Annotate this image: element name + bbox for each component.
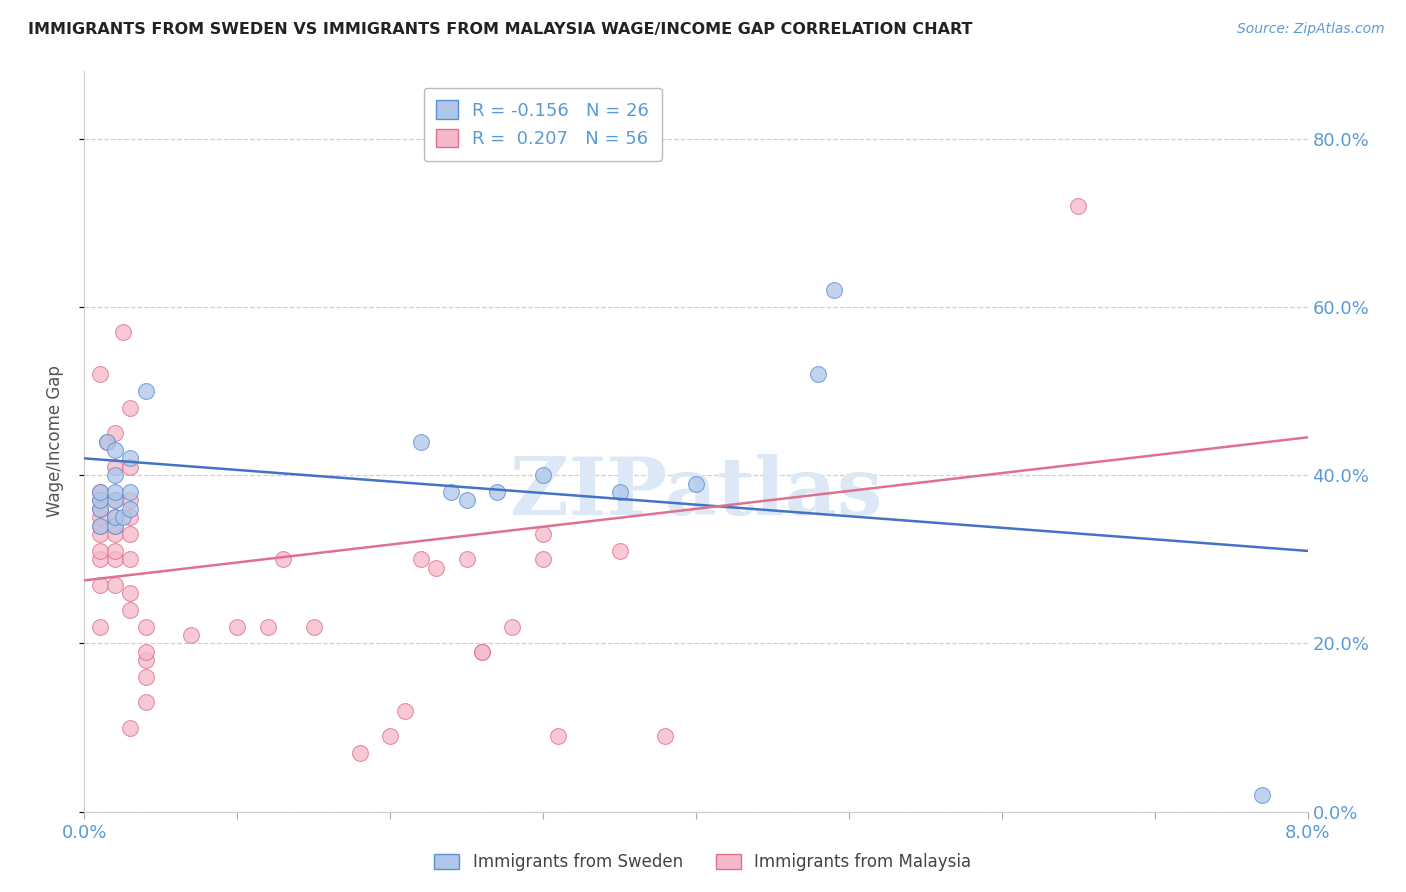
Point <box>440 485 463 500</box>
Point <box>89 552 111 566</box>
Point <box>89 485 111 500</box>
Point <box>456 493 478 508</box>
Point <box>89 527 111 541</box>
Point <box>89 518 111 533</box>
Point <box>104 518 127 533</box>
Point <box>135 619 157 633</box>
Point <box>271 552 294 566</box>
Point <box>471 645 494 659</box>
Point <box>609 485 631 500</box>
Point <box>89 501 111 516</box>
Point <box>654 729 676 743</box>
Point <box>104 510 127 524</box>
Point <box>135 645 157 659</box>
Point <box>425 560 447 574</box>
Point <box>89 619 111 633</box>
Point <box>394 704 416 718</box>
Point <box>409 552 432 566</box>
Point <box>1250 788 1272 802</box>
Point <box>486 485 509 500</box>
Point <box>380 729 402 743</box>
Point <box>135 670 157 684</box>
Point <box>120 401 142 415</box>
Point <box>89 544 111 558</box>
Point <box>120 485 142 500</box>
Point <box>104 493 127 508</box>
Point <box>104 485 127 500</box>
Text: Source: ZipAtlas.com: Source: ZipAtlas.com <box>1237 22 1385 37</box>
Point <box>120 510 142 524</box>
Point <box>120 552 142 566</box>
Point <box>531 527 554 541</box>
Point <box>104 442 127 457</box>
Text: ZIPatlas: ZIPatlas <box>510 454 882 533</box>
Point <box>111 325 134 339</box>
Point <box>89 368 111 382</box>
Point <box>120 586 142 600</box>
Point <box>104 527 127 541</box>
Point <box>104 577 127 591</box>
Point <box>135 695 157 709</box>
Y-axis label: Wage/Income Gap: Wage/Income Gap <box>45 366 63 517</box>
Point <box>89 493 111 508</box>
Point <box>104 426 127 441</box>
Point <box>104 552 127 566</box>
Point <box>456 552 478 566</box>
Point <box>89 493 111 508</box>
Point <box>180 628 202 642</box>
Point <box>120 501 142 516</box>
Point <box>104 468 127 483</box>
Point <box>120 459 142 474</box>
Point <box>111 510 134 524</box>
Point <box>226 619 249 633</box>
Point <box>104 510 127 524</box>
Legend: R = -0.156   N = 26, R =  0.207   N = 56: R = -0.156 N = 26, R = 0.207 N = 56 <box>423 87 662 161</box>
Point <box>257 619 280 633</box>
Point <box>104 518 127 533</box>
Point <box>685 476 707 491</box>
Point <box>135 653 157 667</box>
Point <box>547 729 569 743</box>
Point <box>120 721 142 735</box>
Point <box>89 510 111 524</box>
Point <box>502 619 524 633</box>
Point <box>89 577 111 591</box>
Legend: Immigrants from Sweden, Immigrants from Malaysia: Immigrants from Sweden, Immigrants from … <box>426 845 980 880</box>
Point <box>471 645 494 659</box>
Point <box>96 434 118 449</box>
Point <box>823 283 845 297</box>
Point <box>89 485 111 500</box>
Point <box>120 603 142 617</box>
Point <box>409 434 432 449</box>
Point <box>531 468 554 483</box>
Point <box>120 527 142 541</box>
Point <box>96 434 118 449</box>
Point <box>104 459 127 474</box>
Text: IMMIGRANTS FROM SWEDEN VS IMMIGRANTS FROM MALAYSIA WAGE/INCOME GAP CORRELATION C: IMMIGRANTS FROM SWEDEN VS IMMIGRANTS FRO… <box>28 22 973 37</box>
Point <box>104 493 127 508</box>
Point <box>349 746 371 760</box>
Point <box>531 552 554 566</box>
Point <box>120 451 142 466</box>
Point <box>89 518 111 533</box>
Point <box>807 368 830 382</box>
Point <box>104 544 127 558</box>
Point <box>135 384 157 398</box>
Point <box>1067 199 1090 213</box>
Point <box>120 493 142 508</box>
Point <box>89 501 111 516</box>
Point <box>302 619 325 633</box>
Point <box>609 544 631 558</box>
